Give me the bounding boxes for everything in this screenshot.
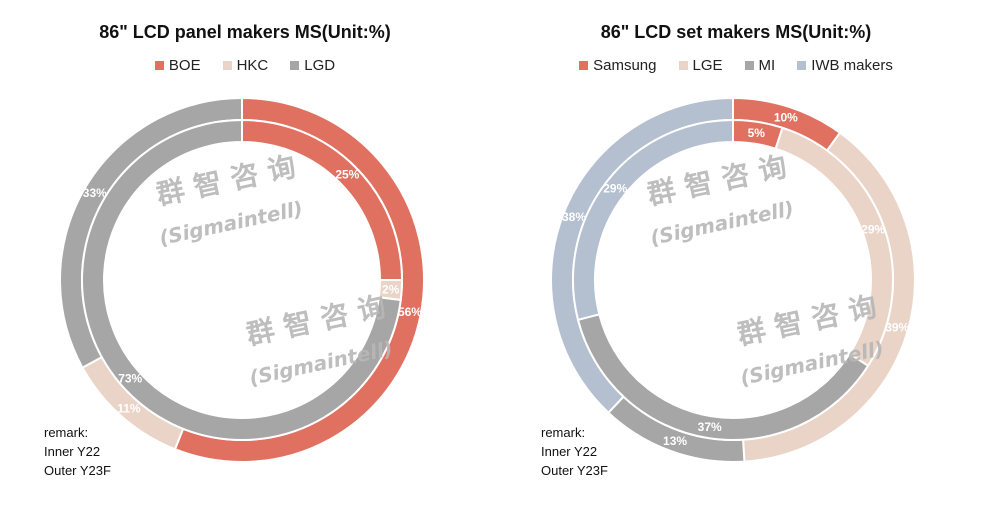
inner-slice-iwb-makers [572,118,734,322]
legend-label: BOE [168,57,201,74]
chart-title: 86" LCD panel makers MS(Unit:%) [99,22,391,42]
legend-label: MI [758,57,776,74]
chart-remark: remark: Inner Y22 Outer Y23F [44,423,111,480]
remark-line: remark: [44,425,89,440]
inner-data-label-mi: 37% [698,420,722,434]
legend-swatch [154,61,164,70]
legend-label: HKC [236,57,269,74]
chart-legend: BOE HKC LGD [0,57,490,74]
panel-makers-chart: 86" LCD panel makers MS(Unit:%) BOE HKC … [0,0,490,508]
legend-item-mi: MI [744,57,776,74]
remark-line: Outer Y23F [541,463,608,478]
outer-data-label-hkc: 11% [117,401,141,415]
chart-remark: remark: Inner Y22 Outer Y23F [541,423,608,480]
remark-line: Inner Y22 [44,444,101,459]
outer-data-label-iwb-makers: 38% [562,210,586,224]
legend-item-samsung: Samsung [579,57,657,74]
legend-swatch [797,61,807,70]
outer-data-label-lge: 39% [885,321,909,335]
inner-slice-lgd [81,118,402,441]
legend-label: LGD [304,57,336,74]
chart-legend: Samsung LGE MI IWB makers [491,57,981,74]
legend-item-lgd: LGD [290,57,335,74]
inner-data-label-samsung: 5% [748,126,766,140]
remark-line: remark: [541,425,586,440]
donut-chart: 56%11%33%25%2%73%群 智 咨 询(Sigmaintell)群 智… [59,96,425,463]
outer-data-label-mi: 13% [663,434,687,448]
inner-data-label-lgd: 73% [118,372,142,386]
inner-slice-boe [241,118,404,281]
legend-item-boe: BOE [154,57,201,74]
legend-swatch [222,61,232,70]
legend-label: Samsung [593,57,657,74]
legend-item-iwb-makers: IWB makers [797,57,893,74]
outer-data-label-samsung: 10% [774,110,798,124]
legend-swatch [744,61,754,70]
inner-data-label-hkc: 2% [382,282,400,296]
outer-data-label-boe: 56% [398,305,422,319]
inner-data-label-boe: 25% [335,168,359,182]
set-makers-chart: 86" LCD set makers MS(Unit:%) Samsung LG… [491,0,981,508]
remark-line: Inner Y22 [541,444,598,459]
remark-line: Outer Y23F [44,463,111,478]
chart-title: 86" LCD set makers MS(Unit:%) [600,22,872,42]
watermark-logo: 群 智 咨 询(Sigmaintell) [154,150,305,250]
legend-swatch [678,61,688,70]
inner-data-label-lge: 29% [861,223,885,237]
legend-label: IWB makers [811,57,893,74]
outer-data-label-lgd: 33% [83,186,107,200]
legend-swatch [579,61,589,70]
inner-data-label-iwb-makers: 29% [603,182,627,196]
watermark-logo: 群 智 咨 询(Sigmaintell) [645,150,796,250]
donut-chart: 10% 39% 13% 38% 5% 29% 37% 29% 群 智 咨 询(Sigmainte… [550,96,916,463]
legend-label: LGE [692,57,723,74]
legend-swatch [290,61,300,70]
legend-item-lge: LGE [678,57,723,74]
legend-item-hkc: HKC [222,57,269,74]
